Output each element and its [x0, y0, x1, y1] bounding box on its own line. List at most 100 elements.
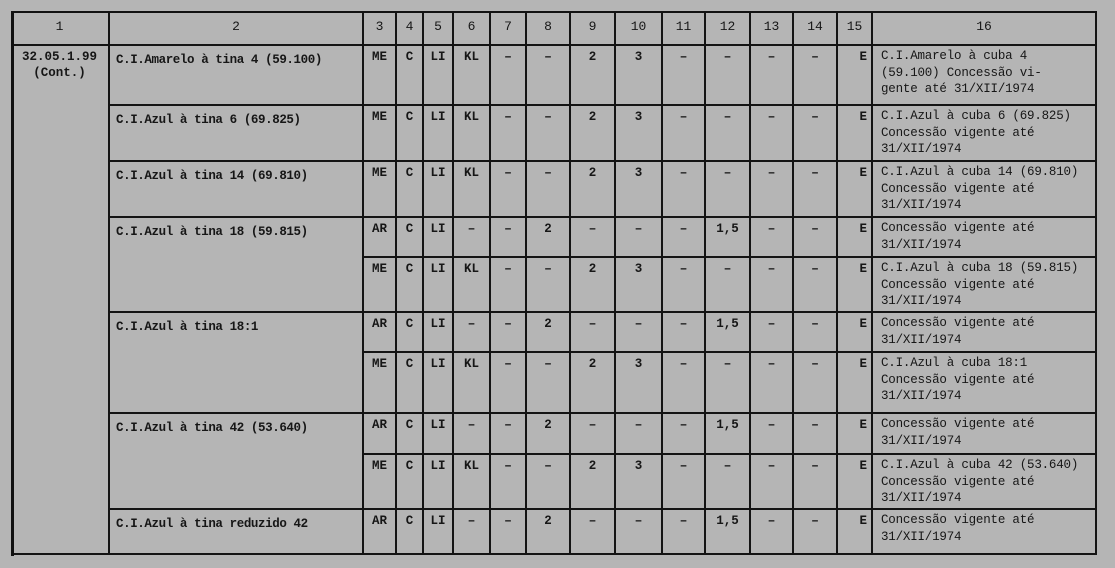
product-name: C.I.Azul à tina 18:1 — [110, 313, 364, 414]
value-cell-col15: E — [838, 510, 873, 555]
value-cell-col10: – — [616, 510, 663, 555]
remarks-cell: Concessão vigente até 31/XII/1974 — [873, 510, 1097, 555]
value-cell-col7: – — [491, 258, 527, 313]
value-cell-col15: E — [838, 353, 873, 414]
value-cell-col15: E — [838, 218, 873, 258]
value-cell-col11: – — [663, 455, 706, 510]
value-cell-col6: KL — [454, 258, 491, 313]
value-cell-col12: – — [706, 106, 751, 162]
value-cell-col4: C — [397, 414, 424, 455]
code-line1: 32.05.1.99 — [21, 50, 97, 64]
value-cell-col9: – — [571, 414, 616, 455]
value-cell-col15: E — [838, 414, 873, 455]
value-cell-col6: – — [454, 414, 491, 455]
column-header-14: 14 — [794, 11, 838, 46]
value-cell-col7: – — [491, 218, 527, 258]
remarks-cell: C.I.Azul à cuba 6 (69.825) Concessão vig… — [873, 106, 1097, 162]
value-cell-col3: AR — [364, 218, 397, 258]
value-cell-col6: KL — [454, 353, 491, 414]
remarks-cell: C.I.Amarelo à cuba 4 (59.100) Concessão … — [873, 46, 1097, 106]
value-cell-col7: – — [491, 46, 527, 106]
value-cell-col3: AR — [364, 510, 397, 555]
value-cell-col14: – — [794, 218, 838, 258]
value-cell-col6: – — [454, 218, 491, 258]
value-cell-col10: 3 — [616, 353, 663, 414]
value-cell-col15: E — [838, 313, 873, 353]
value-cell-col15: E — [838, 46, 873, 106]
value-cell-col10: 3 — [616, 106, 663, 162]
value-cell-col9: – — [571, 218, 616, 258]
value-cell-col14: – — [794, 162, 838, 218]
value-cell-col13: – — [751, 162, 794, 218]
value-cell-col11: – — [663, 106, 706, 162]
value-cell-col8: – — [527, 106, 571, 162]
product-name: C.I.Amarelo à tina 4 (59.100) — [110, 46, 364, 106]
value-cell-col4: C — [397, 162, 424, 218]
value-cell-col11: – — [663, 218, 706, 258]
value-cell-col8: – — [527, 46, 571, 106]
value-cell-col10: 3 — [616, 455, 663, 510]
value-cell-col3: ME — [364, 46, 397, 106]
value-cell-col4: C — [397, 353, 424, 414]
value-cell-col12: – — [706, 162, 751, 218]
remarks-cell: Concessão vigente até 31/XII/1974 — [873, 218, 1097, 258]
value-cell-col8: 2 — [527, 218, 571, 258]
value-cell-col9: 2 — [571, 258, 616, 313]
value-cell-col6: – — [454, 313, 491, 353]
value-cell-col5: LI — [424, 414, 454, 455]
column-header-9: 9 — [571, 11, 616, 46]
value-cell-col15: E — [838, 258, 873, 313]
value-cell-col12: 1,5 — [706, 313, 751, 353]
value-cell-col11: – — [663, 510, 706, 555]
remarks-cell: C.I.Azul à cuba 14 (69.810) Concessão vi… — [873, 162, 1097, 218]
value-cell-col11: – — [663, 353, 706, 414]
value-cell-col11: – — [663, 258, 706, 313]
column-header-13: 13 — [751, 11, 794, 46]
value-cell-col7: – — [491, 106, 527, 162]
value-cell-col11: – — [663, 313, 706, 353]
value-cell-col9: 2 — [571, 353, 616, 414]
value-cell-col3: ME — [364, 258, 397, 313]
value-cell-col14: – — [794, 258, 838, 313]
value-cell-col3: ME — [364, 106, 397, 162]
value-cell-col14: – — [794, 414, 838, 455]
value-cell-col3: ME — [364, 455, 397, 510]
product-name: C.I.Azul à tina 14 (69.810) — [110, 162, 364, 218]
value-cell-col4: C — [397, 313, 424, 353]
value-cell-col15: E — [838, 106, 873, 162]
value-cell-col14: – — [794, 46, 838, 106]
value-cell-col3: AR — [364, 414, 397, 455]
column-header-15: 15 — [838, 11, 873, 46]
remarks-cell: Concessão vigente até 31/XII/1974 — [873, 313, 1097, 353]
value-cell-col10: 3 — [616, 46, 663, 106]
value-cell-col4: C — [397, 510, 424, 555]
value-cell-col6: KL — [454, 46, 491, 106]
value-cell-col11: – — [663, 162, 706, 218]
value-cell-col12: – — [706, 46, 751, 106]
value-cell-col5: LI — [424, 46, 454, 106]
value-cell-col13: – — [751, 46, 794, 106]
value-cell-col4: C — [397, 258, 424, 313]
column-header-11: 11 — [663, 11, 706, 46]
value-cell-col5: LI — [424, 455, 454, 510]
value-cell-col13: – — [751, 353, 794, 414]
value-cell-col10: 3 — [616, 162, 663, 218]
value-cell-col14: – — [794, 313, 838, 353]
value-cell-col3: ME — [364, 353, 397, 414]
value-cell-col13: – — [751, 106, 794, 162]
value-cell-col12: 1,5 — [706, 414, 751, 455]
value-cell-col5: LI — [424, 162, 454, 218]
value-cell-col4: C — [397, 46, 424, 106]
value-cell-col14: – — [794, 353, 838, 414]
value-cell-col4: C — [397, 218, 424, 258]
value-cell-col6: KL — [454, 106, 491, 162]
product-name: C.I.Azul à tina reduzido 42 — [110, 510, 364, 555]
value-cell-col15: E — [838, 455, 873, 510]
value-cell-col8: – — [527, 258, 571, 313]
value-cell-col15: E — [838, 162, 873, 218]
column-header-8: 8 — [527, 11, 571, 46]
value-cell-col6: KL — [454, 455, 491, 510]
value-cell-col5: LI — [424, 258, 454, 313]
value-cell-col13: – — [751, 455, 794, 510]
value-cell-col6: – — [454, 510, 491, 555]
